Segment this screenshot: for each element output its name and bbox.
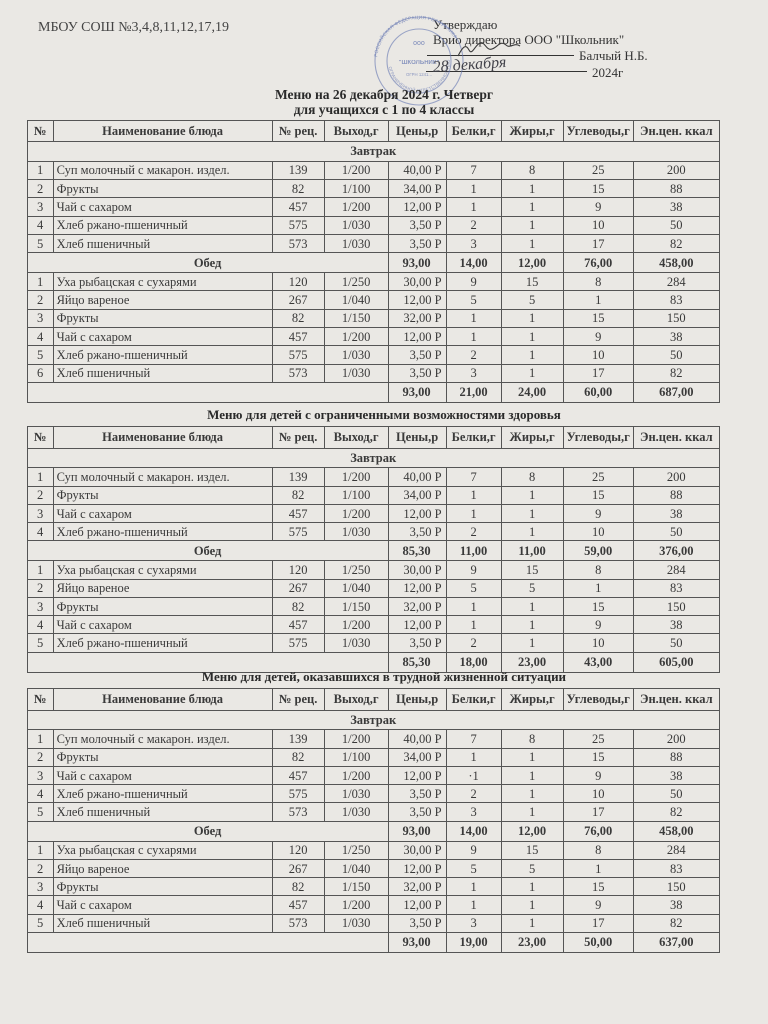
svg-text:28 декабря: 28 декабря — [432, 54, 507, 76]
svg-text:ООО: ООО — [413, 41, 425, 47]
svg-text:РОССИЙСКАЯ ФЕДЕРАЦИЯ РЕСПУБЛИК: РОССИЙСКАЯ ФЕДЕРАЦИЯ РЕСПУБЛИКА — [373, 15, 458, 57]
